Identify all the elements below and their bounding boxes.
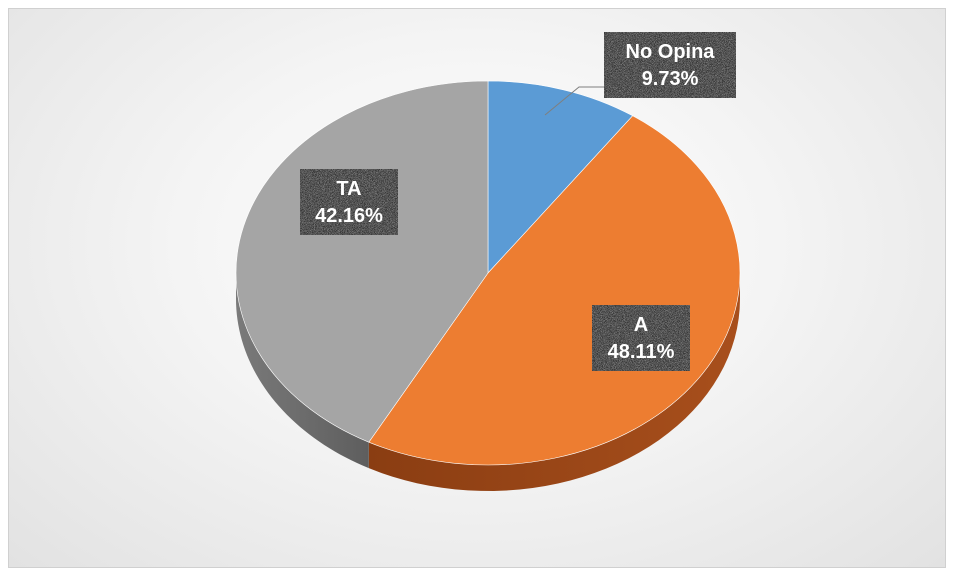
data-label-value: 42.16% (315, 205, 383, 227)
data-label-value: 48.11% (608, 341, 675, 363)
leader-line-no-opina (544, 86, 604, 116)
data-label-value: 9.73% (642, 68, 699, 90)
data-label-category: A (634, 314, 648, 336)
pie-slice-no-opina[interactable] (487, 80, 634, 274)
pie-side-ta (236, 273, 369, 469)
data-label-no-opina: No Opina 9.73% (604, 32, 736, 98)
data-label-a: A 48.11% (592, 305, 690, 371)
data-label-box (592, 305, 690, 371)
data-label-category: No Opina (626, 41, 716, 63)
pie-chart: No Opina 9.73% A 48.11% TA 42.16% (235, 32, 741, 491)
data-label-box (300, 169, 398, 235)
data-label-category: TA (336, 178, 361, 200)
pie-slice-a[interactable] (368, 115, 741, 466)
data-label-ta: TA 42.16% (300, 169, 398, 235)
chart-area: No Opina 9.73% A 48.11% TA 42.16% (8, 8, 946, 568)
pie-slice-ta[interactable] (235, 80, 489, 443)
data-label-box (604, 32, 736, 98)
pie-side-a (368, 273, 740, 491)
